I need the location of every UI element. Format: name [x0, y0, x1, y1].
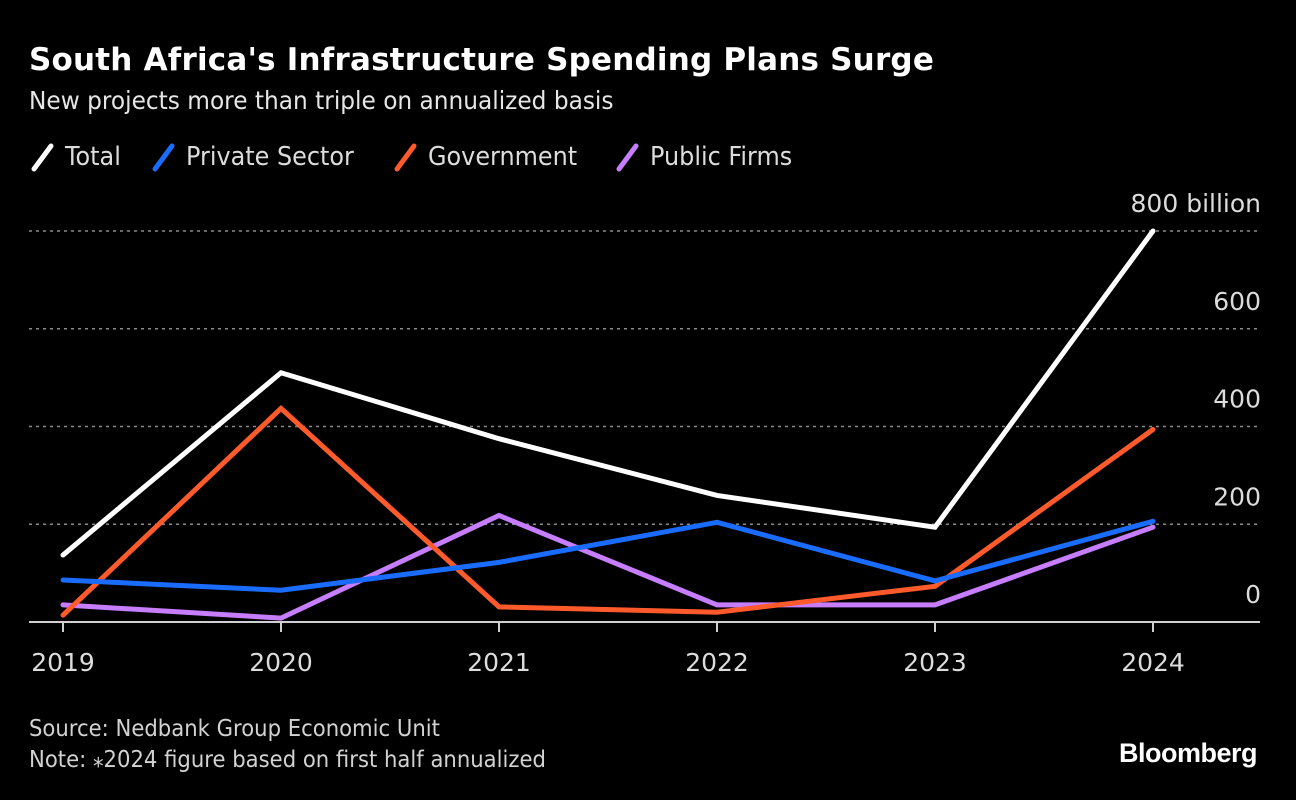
x-tick-label: 2019: [31, 648, 95, 677]
x-axis: 2019 2020 2021 2022 2023 2024: [29, 621, 1260, 677]
legend-item-private-sector: Private Sector: [150, 140, 369, 174]
y-tick-label: 400: [1213, 385, 1261, 414]
legend-label-government: Government: [428, 142, 578, 172]
legend-swatch-total: [31, 143, 54, 172]
x-tick-label: 2024: [1121, 648, 1185, 677]
y-tick-label: 600: [1213, 287, 1261, 316]
legend: Total Private Sector Government Public F…: [29, 140, 829, 174]
x-tick-label: 2020: [249, 648, 313, 677]
footer: Source: Nedbank Group Economic Unit Note…: [29, 714, 591, 776]
y-tick-label: 200: [1213, 482, 1261, 511]
legend-item-public-firms: Public Firms: [614, 140, 805, 174]
legend-item-total: Total: [29, 140, 126, 174]
chart-subtitle: New projects more than triple on annuali…: [29, 86, 614, 115]
source-text: Source: Nedbank Group Economic Unit: [29, 716, 440, 742]
legend-swatch-public-firms: [616, 143, 639, 172]
y-tick-label: 800 billion: [1131, 189, 1261, 218]
legend-swatch-government: [394, 143, 417, 172]
series-line-private-sector: [60, 518, 1156, 593]
series-line-government: [60, 405, 1156, 618]
bloomberg-logo: Bloomberg: [1118, 738, 1258, 768]
gridlines: [29, 230, 1260, 525]
series-lines: [60, 228, 1156, 621]
legend-item-government: Government: [392, 140, 590, 174]
legend-label-total: Total: [65, 142, 121, 172]
y-axis-labels: 0 200 400 600 800 billion: [1131, 189, 1261, 609]
legend-label-private-sector: Private Sector: [185, 142, 354, 172]
series-line-total: [60, 228, 1156, 558]
y-tick-label: 0: [1245, 580, 1261, 609]
chart-title: South Africa's Infrastructure Spending P…: [29, 42, 935, 78]
legend-swatch-private-sector: [152, 143, 175, 172]
series-line-public-firms: [60, 512, 1156, 621]
legend-label-public-firms: Public Firms: [650, 142, 793, 172]
x-tick-label: 2023: [903, 648, 967, 677]
note-text: Note: ⁎2024 figure based on first half a…: [29, 747, 546, 773]
x-tick-label: 2022: [685, 648, 749, 677]
x-tick-label: 2021: [467, 648, 531, 677]
